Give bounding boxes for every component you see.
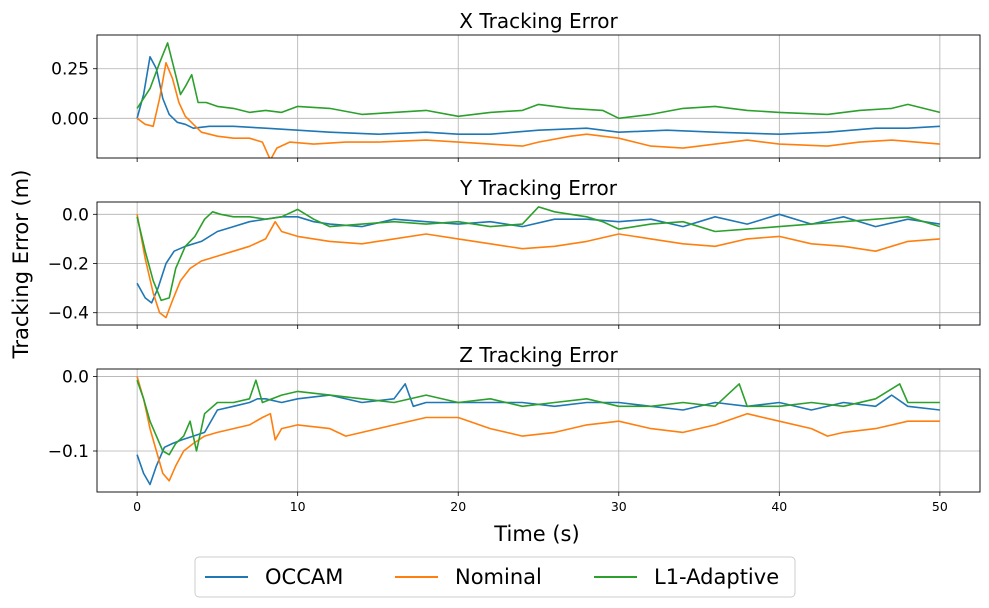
legend-frame [194, 556, 796, 598]
series-line-occam-z [136, 383, 940, 486]
axes-frame-y [96, 201, 981, 326]
y-tick-label: 0.0 [62, 205, 89, 225]
series-line-occam-y [136, 213, 941, 304]
y-tick-label: 0.0 [62, 367, 89, 387]
series-line-occam-x [136, 55, 940, 135]
axes-frame-x [96, 34, 981, 159]
panel-z: Z Tracking Error 0 10 20 30 40 50 0.0 −0.1 [48, 343, 981, 514]
x-tick-label: 50 [932, 499, 948, 514]
y-tick-label: −0.1 [48, 442, 89, 462]
series-line-nominal-x [136, 61, 940, 158]
series-line-l1-adaptive-z [136, 379, 940, 456]
panel-title-x: X Tracking Error [459, 9, 618, 33]
series-line-l1-adaptive-x [136, 42, 941, 120]
y-tick-label: −0.2 [48, 255, 89, 275]
series-line-l1-adaptive-y [136, 206, 941, 302]
axes-frame-z [96, 368, 981, 493]
y-tick-label: 0.00 [51, 109, 89, 129]
series-line-nominal-y [136, 214, 940, 319]
series-line-nominal-z [136, 376, 940, 482]
x-tick-label: 30 [611, 499, 627, 514]
x-tick-label: 10 [290, 499, 306, 514]
legend-label-l1-adaptive: L1-Adaptive [654, 565, 779, 589]
panel-title-y: Y Tracking Error [459, 176, 618, 200]
legend-label-nominal: Nominal [455, 565, 542, 589]
x-axis-label: Time (s) [493, 522, 579, 546]
x-tick-label: 40 [771, 499, 787, 514]
x-tick-label: 0 [133, 499, 141, 514]
y-axis-label: Tracking Error (m) [9, 170, 33, 360]
legend: OCCAM Nominal L1-Adaptive [194, 556, 796, 598]
legend-label-occam: OCCAM [265, 565, 343, 589]
panel-y: Y Tracking Error 0.0 −0.2 −0.4 [48, 176, 981, 329]
x-tick-label: 20 [450, 499, 466, 514]
y-tick-label: −0.4 [48, 304, 89, 324]
y-tick-label: 0.25 [51, 60, 89, 80]
panel-title-z: Z Tracking Error [459, 343, 618, 367]
panel-x: X Tracking Error 0.25 0.00 [51, 9, 981, 162]
